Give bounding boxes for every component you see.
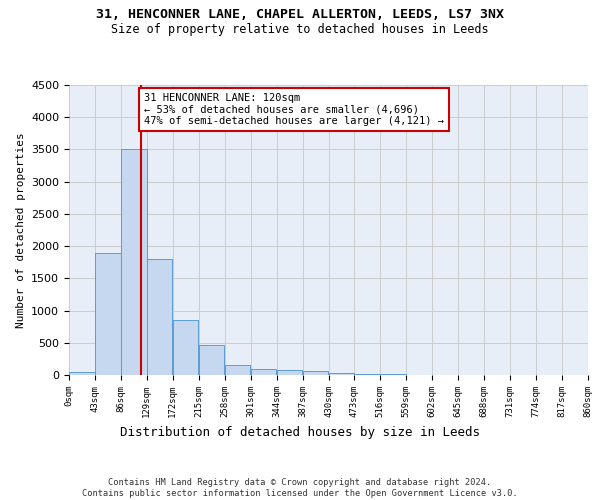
Bar (225, 364, 250, 375)
Bar (173, 320, 199, 375)
Bar (381, 374, 406, 375)
Y-axis label: Number of detached properties: Number of detached properties (16, 132, 26, 328)
Text: Distribution of detached houses by size in Leeds: Distribution of detached houses by size … (120, 426, 480, 439)
Bar (199, 346, 224, 375)
Bar (277, 370, 302, 375)
Bar (303, 372, 328, 375)
Text: Contains HM Land Registry data © Crown copyright and database right 2024.
Contai: Contains HM Land Registry data © Crown c… (82, 478, 518, 498)
Bar (329, 372, 354, 375)
Bar (95, 252, 121, 375)
Bar (121, 150, 146, 375)
Bar (355, 374, 380, 375)
Bar (70, 372, 95, 375)
Bar (251, 368, 276, 375)
Text: Size of property relative to detached houses in Leeds: Size of property relative to detached ho… (111, 22, 489, 36)
Bar (147, 259, 172, 375)
Text: 31, HENCONNER LANE, CHAPEL ALLERTON, LEEDS, LS7 3NX: 31, HENCONNER LANE, CHAPEL ALLERTON, LEE… (96, 8, 504, 20)
Text: 31 HENCONNER LANE: 120sqm
← 53% of detached houses are smaller (4,696)
47% of se: 31 HENCONNER LANE: 120sqm ← 53% of detac… (144, 92, 444, 126)
